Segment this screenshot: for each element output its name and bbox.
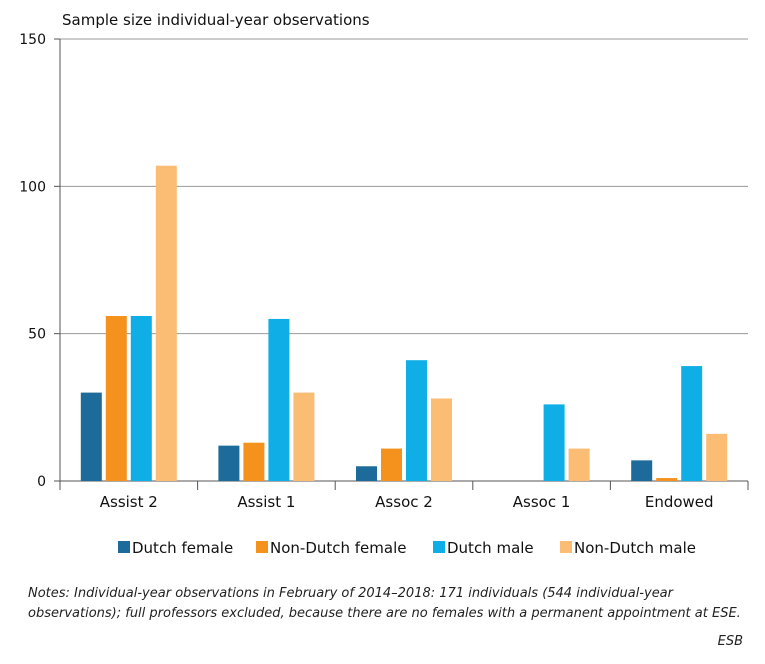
legend-label: Dutch female: [132, 539, 233, 557]
bar-dutch-female-assoc-2: [356, 466, 377, 481]
bar-non-dutch-male-assoc-1: [568, 448, 590, 481]
bar-non-dutch-male-assist-1: [293, 392, 315, 481]
bar-non-dutch-male-endowed: [706, 433, 728, 481]
x-category-label: Assoc 1: [513, 493, 571, 511]
x-category-label: Assist 1: [237, 493, 295, 511]
bars: [80, 165, 728, 481]
y-tick-label: 0: [37, 474, 46, 490]
legend-swatch: [256, 541, 268, 553]
bar-dutch-female-endowed: [631, 460, 653, 481]
x-category-label: Assoc 2: [375, 493, 433, 511]
bar-chart: Sample size individual-year observations…: [19, 11, 749, 557]
bar-dutch-female-assist-1: [218, 445, 240, 481]
bar-dutch-male-assoc-2: [406, 360, 427, 481]
legend-label: Non-Dutch female: [270, 539, 407, 557]
legend-label: Dutch male: [447, 539, 534, 557]
y-tick-label: 50: [28, 327, 46, 343]
bar-dutch-male-assist-1: [268, 318, 290, 481]
chart-notes: Notes: Individual-year observations in F…: [28, 586, 741, 621]
bar-non-dutch-female-assoc-2: [381, 448, 402, 481]
legend-swatch: [560, 541, 572, 553]
bar-dutch-female-assist-2: [80, 392, 102, 481]
bar-dutch-male-assoc-1: [543, 404, 565, 481]
x-category-label: Endowed: [645, 493, 714, 511]
bar-non-dutch-female-assist-1: [243, 442, 265, 481]
bar-non-dutch-male-assist-2: [155, 165, 177, 481]
x-category-label: Assist 2: [100, 493, 158, 511]
legend-swatch: [433, 541, 445, 553]
bar-non-dutch-female-endowed: [656, 478, 678, 481]
legend-label: Non-Dutch male: [574, 539, 696, 557]
bar-non-dutch-female-assist-2: [105, 315, 127, 481]
legend: Dutch female Non-Dutch female Dutch male No…: [118, 539, 696, 557]
source-label: ESB: [717, 634, 743, 649]
x-axis: Assist 2 Assist 1 Assoc 2 Assoc 1 Endowed: [59, 481, 749, 511]
bar-non-dutch-male-assoc-2: [431, 398, 452, 481]
chart-title: Sample size individual-year observations: [62, 11, 370, 29]
y-tick-label: 150: [19, 32, 46, 48]
bar-dutch-male-endowed: [681, 366, 703, 481]
y-tick-label: 100: [19, 179, 46, 195]
bar-dutch-male-assist-2: [130, 315, 152, 481]
y-axis-ticks: 0 50 100 150: [19, 32, 61, 490]
legend-swatch: [118, 541, 130, 553]
